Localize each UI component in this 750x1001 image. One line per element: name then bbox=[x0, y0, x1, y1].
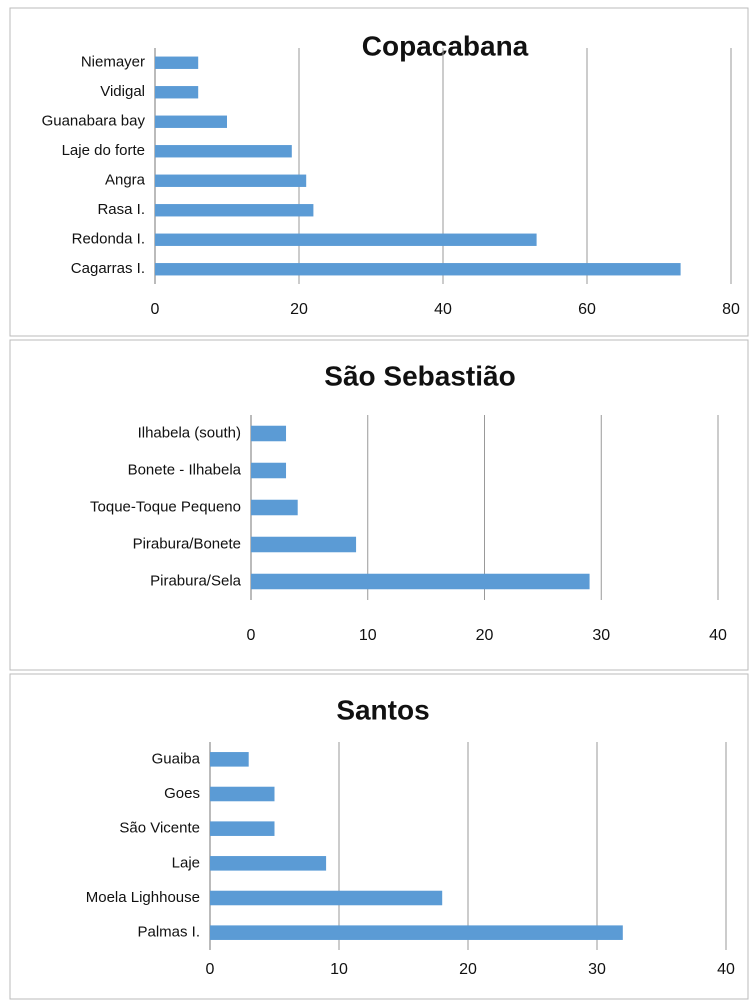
bar bbox=[251, 462, 287, 479]
bar bbox=[251, 425, 287, 442]
x-tick-label: 0 bbox=[247, 627, 256, 644]
category-label: Laje do forte bbox=[62, 142, 145, 159]
x-tick-label: 40 bbox=[434, 301, 452, 318]
bar bbox=[210, 786, 275, 802]
chart-title: São Sebastião bbox=[324, 360, 515, 391]
category-label: Angra bbox=[105, 172, 146, 189]
bar bbox=[210, 821, 275, 836]
x-tick-label: 30 bbox=[592, 627, 610, 644]
chart-title: Copacabana bbox=[362, 30, 529, 61]
x-tick-label: 10 bbox=[330, 961, 348, 978]
category-label: Palmas I. bbox=[137, 924, 200, 941]
bar bbox=[155, 204, 314, 217]
bar bbox=[210, 890, 443, 906]
panel bbox=[9, 339, 749, 671]
category-label: Ilhabela (south) bbox=[138, 424, 241, 441]
category-label: Guaiba bbox=[152, 750, 201, 767]
bar bbox=[210, 752, 249, 767]
bar bbox=[251, 573, 590, 590]
category-label: Bonete - Ilhabela bbox=[128, 461, 242, 478]
bar bbox=[210, 856, 327, 871]
category-label: Goes bbox=[164, 785, 200, 802]
category-label: Laje bbox=[172, 854, 200, 871]
category-label: Redonda I. bbox=[72, 231, 145, 248]
category-label: Cagarras I. bbox=[71, 260, 145, 277]
category-label: Pirabura/Sela bbox=[150, 572, 242, 589]
bar bbox=[251, 536, 357, 553]
x-tick-label: 30 bbox=[588, 961, 606, 978]
bar bbox=[155, 56, 199, 69]
x-tick-label: 40 bbox=[709, 627, 727, 644]
x-tick-label: 0 bbox=[151, 301, 160, 318]
bar bbox=[210, 925, 623, 940]
category-label: Moela Lighhouse bbox=[86, 889, 200, 906]
x-tick-label: 20 bbox=[290, 301, 308, 318]
chart-title: Santos bbox=[336, 694, 429, 725]
category-label: Vidigal bbox=[100, 83, 145, 100]
bar bbox=[155, 86, 199, 99]
panel bbox=[9, 7, 749, 337]
x-tick-label: 20 bbox=[476, 627, 494, 644]
x-tick-label: 20 bbox=[459, 961, 477, 978]
category-label: Niemayer bbox=[81, 54, 145, 71]
bar bbox=[155, 263, 681, 276]
bar bbox=[155, 115, 227, 128]
bar bbox=[155, 145, 292, 158]
category-label: Pirabura/Bonete bbox=[133, 535, 241, 552]
x-tick-label: 10 bbox=[359, 627, 377, 644]
x-tick-label: 80 bbox=[722, 301, 740, 318]
category-label: Guanabara bay bbox=[42, 113, 146, 130]
x-tick-label: 0 bbox=[206, 961, 215, 978]
category-label: São Vicente bbox=[119, 820, 200, 837]
category-label: Toque-Toque Pequeno bbox=[90, 498, 241, 515]
x-tick-label: 40 bbox=[717, 961, 735, 978]
bar bbox=[155, 233, 537, 246]
panel bbox=[9, 673, 749, 1000]
bar bbox=[251, 499, 298, 516]
category-label: Rasa I. bbox=[97, 201, 145, 218]
bar bbox=[155, 174, 307, 187]
x-tick-label: 60 bbox=[578, 301, 596, 318]
